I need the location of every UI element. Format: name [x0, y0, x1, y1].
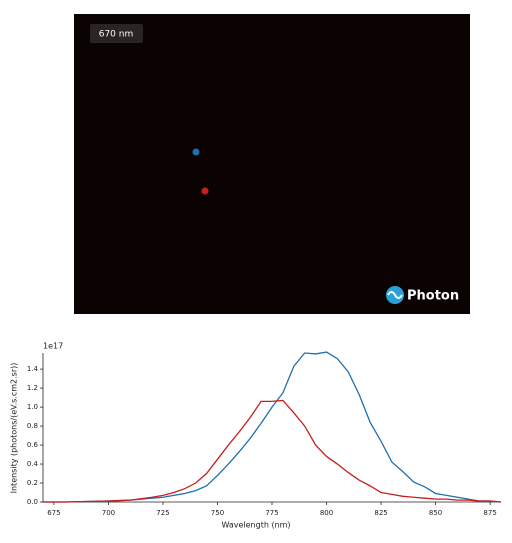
x-tick-label: 700	[102, 509, 115, 517]
wavelength-badge	[90, 24, 143, 43]
y-tick-label: 1.4	[27, 365, 39, 373]
blue-point	[192, 148, 200, 156]
y-tick-label: 0.2	[27, 479, 38, 487]
x-tick-label: 750	[211, 509, 224, 517]
series-line	[43, 351, 502, 503]
y-tick-label: 0.4	[27, 460, 39, 468]
x-tick-label: 850	[429, 509, 442, 517]
image-panel	[74, 14, 470, 314]
y-axis-label: Intensity (photons/(eV.s.cm2.sr))	[10, 363, 19, 494]
series-line	[43, 399, 502, 503]
x-tick-label: 800	[320, 509, 333, 517]
multiplier: 1e17	[43, 342, 63, 351]
x-tick-label: 775	[265, 509, 278, 517]
y-tick-label: 1.2	[27, 384, 38, 392]
logo-text: Photon	[407, 289, 459, 304]
red-point	[201, 187, 209, 195]
y-tick-label: 1.0	[27, 403, 38, 411]
x-tick-label: 675	[47, 509, 60, 517]
wavelength-label: 670 nm	[99, 30, 134, 40]
logo-wave	[387, 291, 403, 299]
x-tick-label: 875	[483, 509, 496, 517]
y-tick-label: 0.6	[27, 441, 39, 449]
y-tick-label: 0.0	[27, 498, 38, 506]
x-axis-label: Wavelength (nm)	[221, 521, 290, 530]
y-tick-label: 0.8	[27, 422, 38, 430]
x-tick-label: 825	[374, 509, 387, 517]
x-tick-label: 725	[156, 509, 169, 517]
